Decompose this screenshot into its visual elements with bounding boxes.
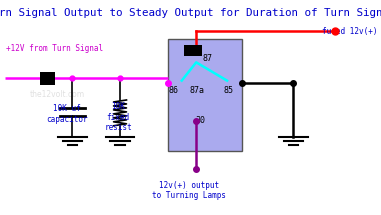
Text: 10K
fixed
resist: 10K fixed resist bbox=[104, 102, 132, 132]
Text: fused 12v(+): fused 12v(+) bbox=[322, 27, 377, 36]
Text: 85: 85 bbox=[224, 86, 234, 95]
Text: +12V from Turn Signal: +12V from Turn Signal bbox=[6, 44, 103, 53]
Text: 30: 30 bbox=[195, 116, 205, 125]
Text: the12volt.com: the12volt.com bbox=[30, 90, 85, 99]
Text: 86: 86 bbox=[168, 86, 178, 95]
Text: Turn Signal Output to Steady Output for Duration of Turn Signal: Turn Signal Output to Steady Output for … bbox=[0, 8, 381, 18]
Text: 87: 87 bbox=[203, 54, 213, 63]
Text: 10K uf
capacitor: 10K uf capacitor bbox=[46, 104, 88, 124]
Bar bbox=[168, 39, 242, 150]
Text: 12v(+) output
to Turning Lamps: 12v(+) output to Turning Lamps bbox=[152, 181, 226, 200]
Bar bbox=[40, 72, 55, 85]
Text: 87a: 87a bbox=[190, 86, 205, 95]
Bar bbox=[184, 45, 202, 56]
